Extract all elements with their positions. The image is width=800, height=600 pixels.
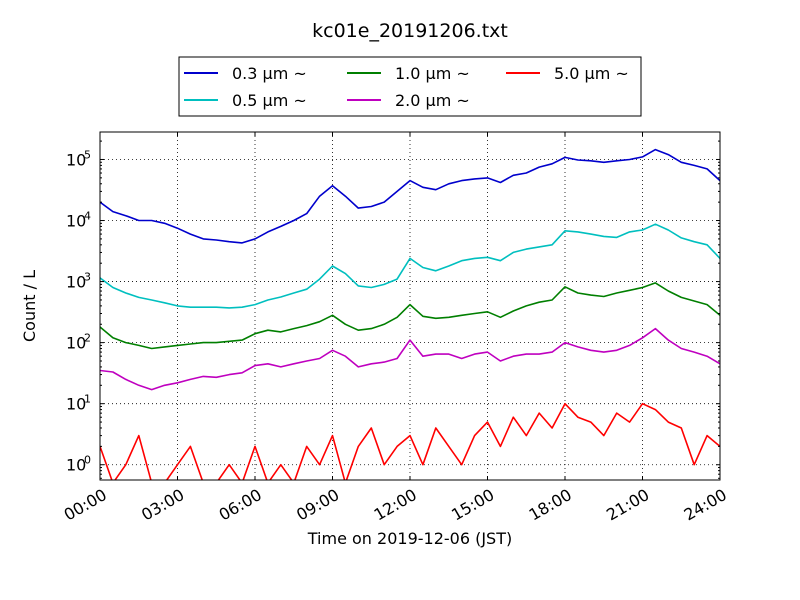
legend-label: 5.0 μm ~ <box>554 64 629 83</box>
x-tick-label: 03:00 <box>138 485 187 525</box>
legend-label: 0.5 μm ~ <box>232 91 307 110</box>
series-layer <box>100 148 720 480</box>
grid <box>100 132 720 480</box>
y-tick-label-exponent: 3 <box>84 271 91 284</box>
legend-label: 1.0 μm ~ <box>395 64 470 83</box>
x-tick-label: 24:00 <box>681 485 730 525</box>
legend-item: 2.0 μm ~ <box>347 91 470 110</box>
x-tick-label: 06:00 <box>216 485 265 525</box>
series-line-2 <box>100 282 720 350</box>
legend-item: 0.3 μm ~ <box>184 64 307 83</box>
x-tick-label: 15:00 <box>448 485 497 525</box>
y-tick-label-base: 10 <box>66 334 86 353</box>
y-tick-label-exponent: 2 <box>84 332 91 345</box>
legend-item: 5.0 μm ~ <box>506 64 629 83</box>
y-tick-label: 103 <box>66 271 91 292</box>
x-tick-label: 09:00 <box>293 485 342 525</box>
y-tick-label-base: 10 <box>66 150 86 169</box>
y-axis-label: Count / L <box>20 270 39 342</box>
y-tick-label: 101 <box>66 393 91 414</box>
legend-item: 0.5 μm ~ <box>184 91 307 110</box>
y-tick-label-base: 10 <box>66 456 86 475</box>
y-tick-label: 104 <box>66 210 91 231</box>
x-axis-tick-labels: 00:00 03:00 06:00 09:00 12:00 15:00 18:00 21:00… <box>61 485 730 525</box>
x-tick-label: 18:00 <box>526 485 575 525</box>
legend-item: 1.0 μm ~ <box>347 64 470 83</box>
y-tick-label-exponent: 1 <box>84 393 91 406</box>
series-line-1 <box>100 223 720 309</box>
y-tick-label-base: 10 <box>66 395 86 414</box>
legend-label: 2.0 μm ~ <box>395 91 470 110</box>
chart-title: kc01e_20191206.txt <box>312 20 508 42</box>
series-line-0 <box>100 148 720 244</box>
y-tick-label: 100 <box>66 454 91 475</box>
legend-label: 0.3 μm ~ <box>232 64 307 83</box>
legend: 0.3 μm ~ 0.5 μm ~ 1.0 μm ~ 2.0 μm ~ 5.0 μm ~ <box>178 56 642 117</box>
series-line-4 <box>100 402 720 480</box>
series-line-3 <box>100 327 720 391</box>
ticks <box>99 132 721 480</box>
y-tick-label-exponent: 0 <box>84 454 91 467</box>
y-tick-label-base: 10 <box>66 212 86 231</box>
x-tick-label: 21:00 <box>603 485 652 525</box>
y-tick-label: 102 <box>66 332 91 353</box>
y-tick-label: 105 <box>66 148 91 169</box>
x-tick-label: 12:00 <box>371 485 420 525</box>
legend-frame <box>178 56 642 117</box>
plot-area <box>99 131 721 481</box>
y-tick-label-exponent: 5 <box>84 148 91 161</box>
y-tick-label-base: 10 <box>66 273 86 292</box>
y-tick-label-exponent: 4 <box>84 210 91 223</box>
x-tick-label: 00:00 <box>61 485 110 525</box>
x-axis-label: Time on 2019-12-06 (JST) <box>307 529 512 548</box>
